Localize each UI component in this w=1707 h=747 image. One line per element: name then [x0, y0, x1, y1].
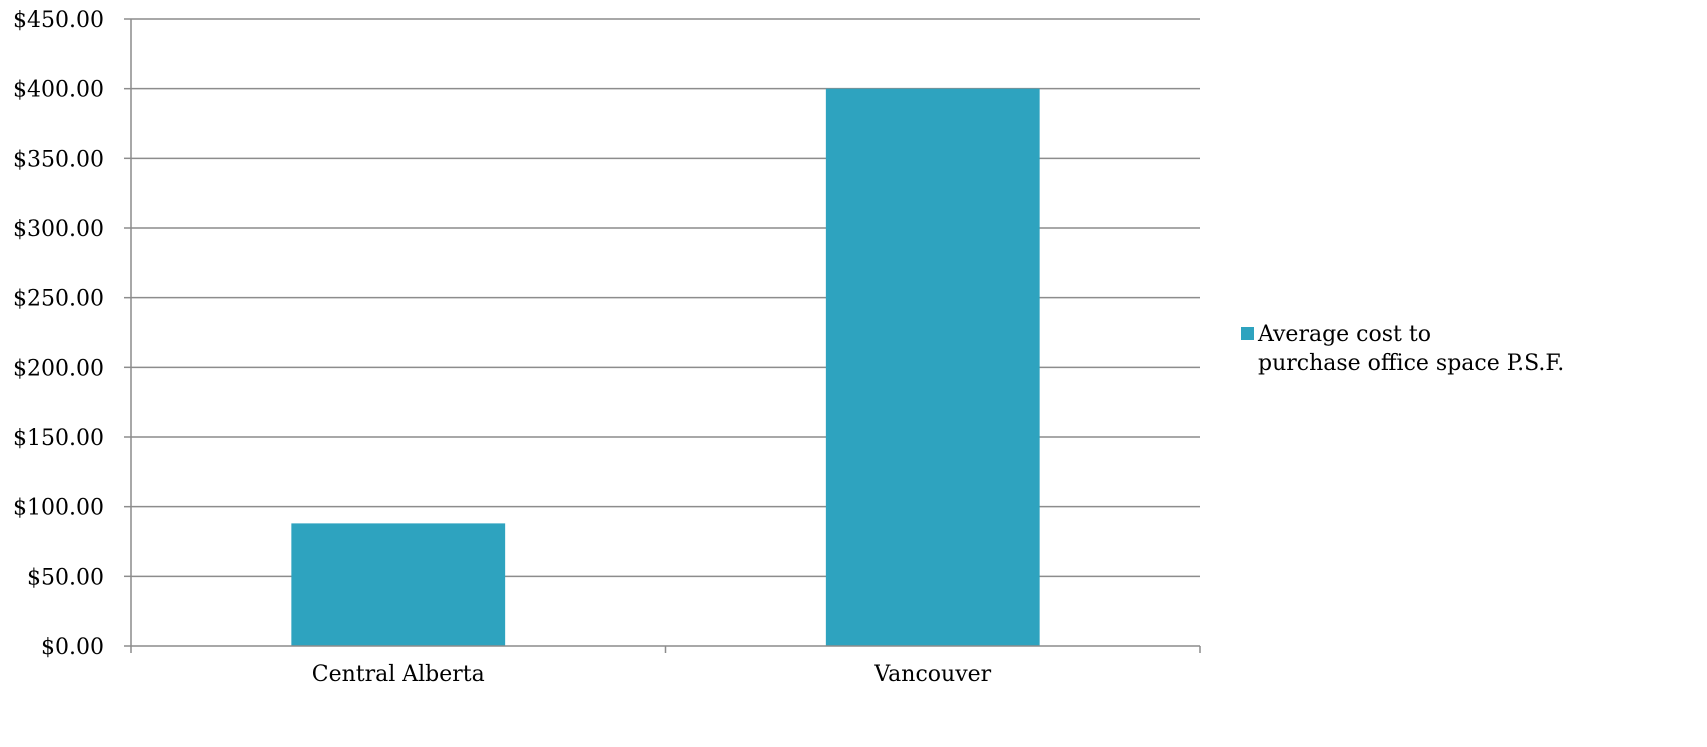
legend-label-line-1: Average cost to	[1257, 322, 1431, 347]
bar-central-alberta	[291, 523, 506, 646]
y-tick-label: $150.00	[13, 426, 104, 451]
legend-label-line-2: purchase office space P.S.F.	[1258, 351, 1564, 376]
bars	[291, 88, 1040, 646]
x-axis-ticks: Central Alberta Vancouver	[130, 646, 1201, 687]
y-tick-label: $300.00	[13, 217, 104, 242]
y-tick-label: $50.00	[27, 565, 104, 590]
legend-swatch	[1241, 327, 1254, 340]
bar-vancouver	[825, 88, 1040, 646]
y-axis-ticks: $0.00 $50.00 $100.00 $150.00 $200.00 $250.00 $…	[13, 8, 131, 660]
x-tick-label: Vancouver	[873, 662, 991, 687]
y-tick-label: $400.00	[13, 78, 104, 103]
x-tick-label: Central Alberta	[312, 662, 485, 687]
y-tick-label: $350.00	[13, 147, 104, 172]
legend: Average cost to purchase office space P.…	[1241, 322, 1564, 376]
y-tick-label: $100.00	[13, 496, 104, 521]
y-tick-label: $450.00	[13, 8, 104, 33]
y-tick-label: $250.00	[13, 287, 104, 312]
y-tick-label: $200.00	[13, 356, 104, 381]
y-tick-label: $0.00	[41, 635, 104, 660]
gridlines	[131, 18, 1200, 578]
